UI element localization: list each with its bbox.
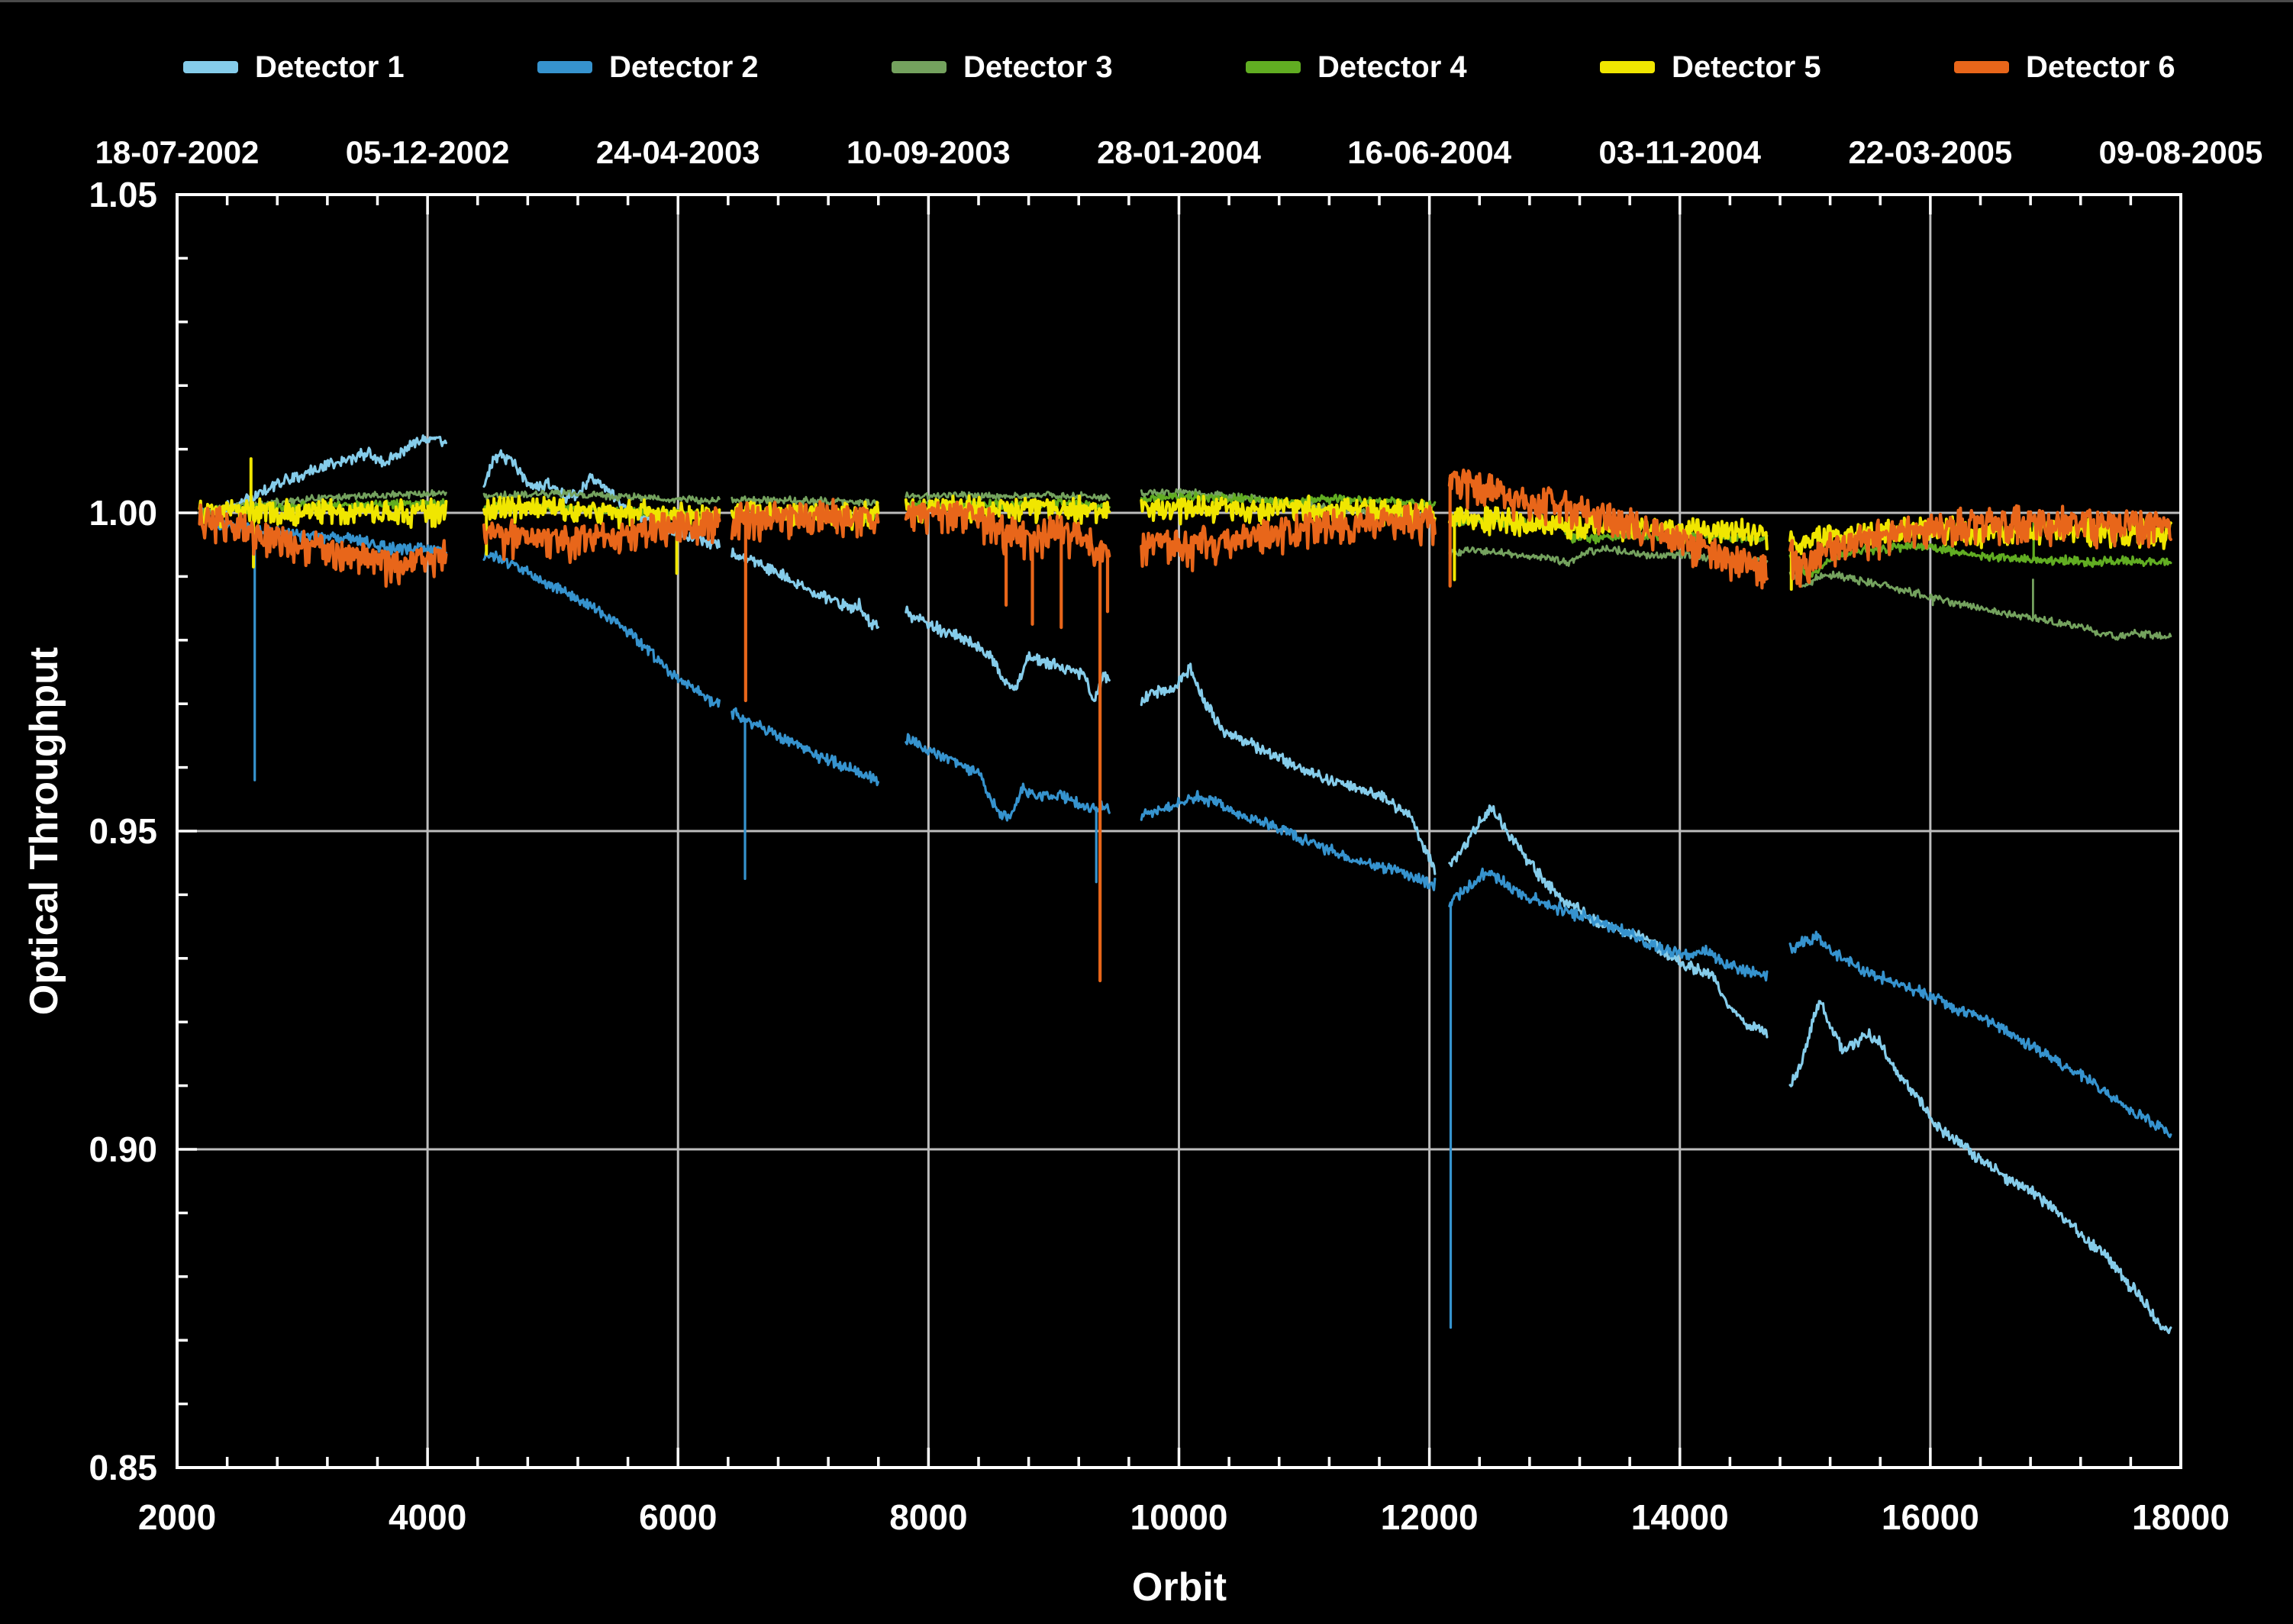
x-tick-label: 18000 — [2132, 1497, 2230, 1537]
legend-swatch-3 — [892, 61, 947, 73]
legend-item-detector-6: Detector 6 — [1954, 47, 2175, 88]
x-tick-label: 4000 — [388, 1497, 467, 1537]
series-detector-6 — [198, 468, 2172, 983]
y-tick-label: 1.05 — [89, 175, 157, 214]
x-tick-label: 16000 — [1881, 1497, 1979, 1537]
legend-item-detector-4: Detector 4 — [1246, 47, 1467, 88]
x-tick-label: 8000 — [889, 1497, 968, 1537]
legend-swatch-4 — [1246, 61, 1301, 73]
y-tick-label: 0.95 — [89, 811, 157, 851]
y-tick-label: 0.90 — [89, 1129, 157, 1169]
series-detector-5 — [198, 457, 2172, 591]
legend-swatch-2 — [537, 61, 592, 73]
y-axis-title: Optical Throughput — [22, 646, 66, 1016]
x-tick-label: 14000 — [1630, 1497, 1729, 1537]
top-date-label: 16-06-2004 — [1347, 134, 1512, 170]
legend-item-detector-2: Detector 2 — [537, 47, 759, 88]
legend-label-2: Detector 2 — [609, 50, 759, 84]
x-tick-label: 12000 — [1380, 1497, 1479, 1537]
top-date-label: 24-04-2003 — [595, 134, 760, 170]
series-detector-1 — [198, 434, 2172, 1335]
plot-frame — [176, 193, 2182, 1469]
legend-label-4: Detector 4 — [1317, 50, 1467, 84]
window-top-edge — [0, 0, 2293, 2]
top-date-label: 09-08-2005 — [2098, 134, 2263, 170]
top-date-label: 10-09-2003 — [846, 134, 1011, 170]
legend-item-detector-5: Detector 5 — [1600, 47, 1821, 88]
legend-swatch-5 — [1600, 61, 1655, 73]
top-date-label: 18-07-2002 — [95, 134, 260, 170]
x-tick-label: 10000 — [1130, 1497, 1228, 1537]
legend-label-6: Detector 6 — [2026, 50, 2175, 84]
y-tick-label: 0.85 — [89, 1448, 157, 1487]
legend-swatch-1 — [183, 61, 238, 73]
x-tick-label: 2000 — [137, 1497, 217, 1537]
legend-label-3: Detector 3 — [963, 50, 1113, 84]
series-detector-2 — [198, 508, 2172, 1329]
top-date-label: 05-12-2002 — [345, 134, 510, 170]
legend-swatch-6 — [1954, 61, 2009, 73]
x-axis-title: Orbit — [1131, 1565, 1227, 1610]
axis-ticks — [176, 193, 2182, 1469]
top-date-label: 22-03-2005 — [1848, 134, 2013, 170]
y-tick-label: 1.00 — [89, 493, 157, 533]
legend: Detector 1 Detector 2 Detector 3 Detector 4… — [0, 0, 2293, 99]
top-date-label: 28-01-2004 — [1097, 134, 1261, 170]
x-tick-label: 6000 — [639, 1497, 718, 1537]
legend-label-1: Detector 1 — [255, 50, 405, 84]
legend-item-detector-1: Detector 1 — [183, 47, 405, 88]
legend-item-detector-3: Detector 3 — [892, 47, 1113, 88]
gridlines — [177, 195, 2181, 1468]
top-date-label: 03-11-2004 — [1598, 134, 1762, 170]
legend-label-5: Detector 5 — [1672, 50, 1821, 84]
